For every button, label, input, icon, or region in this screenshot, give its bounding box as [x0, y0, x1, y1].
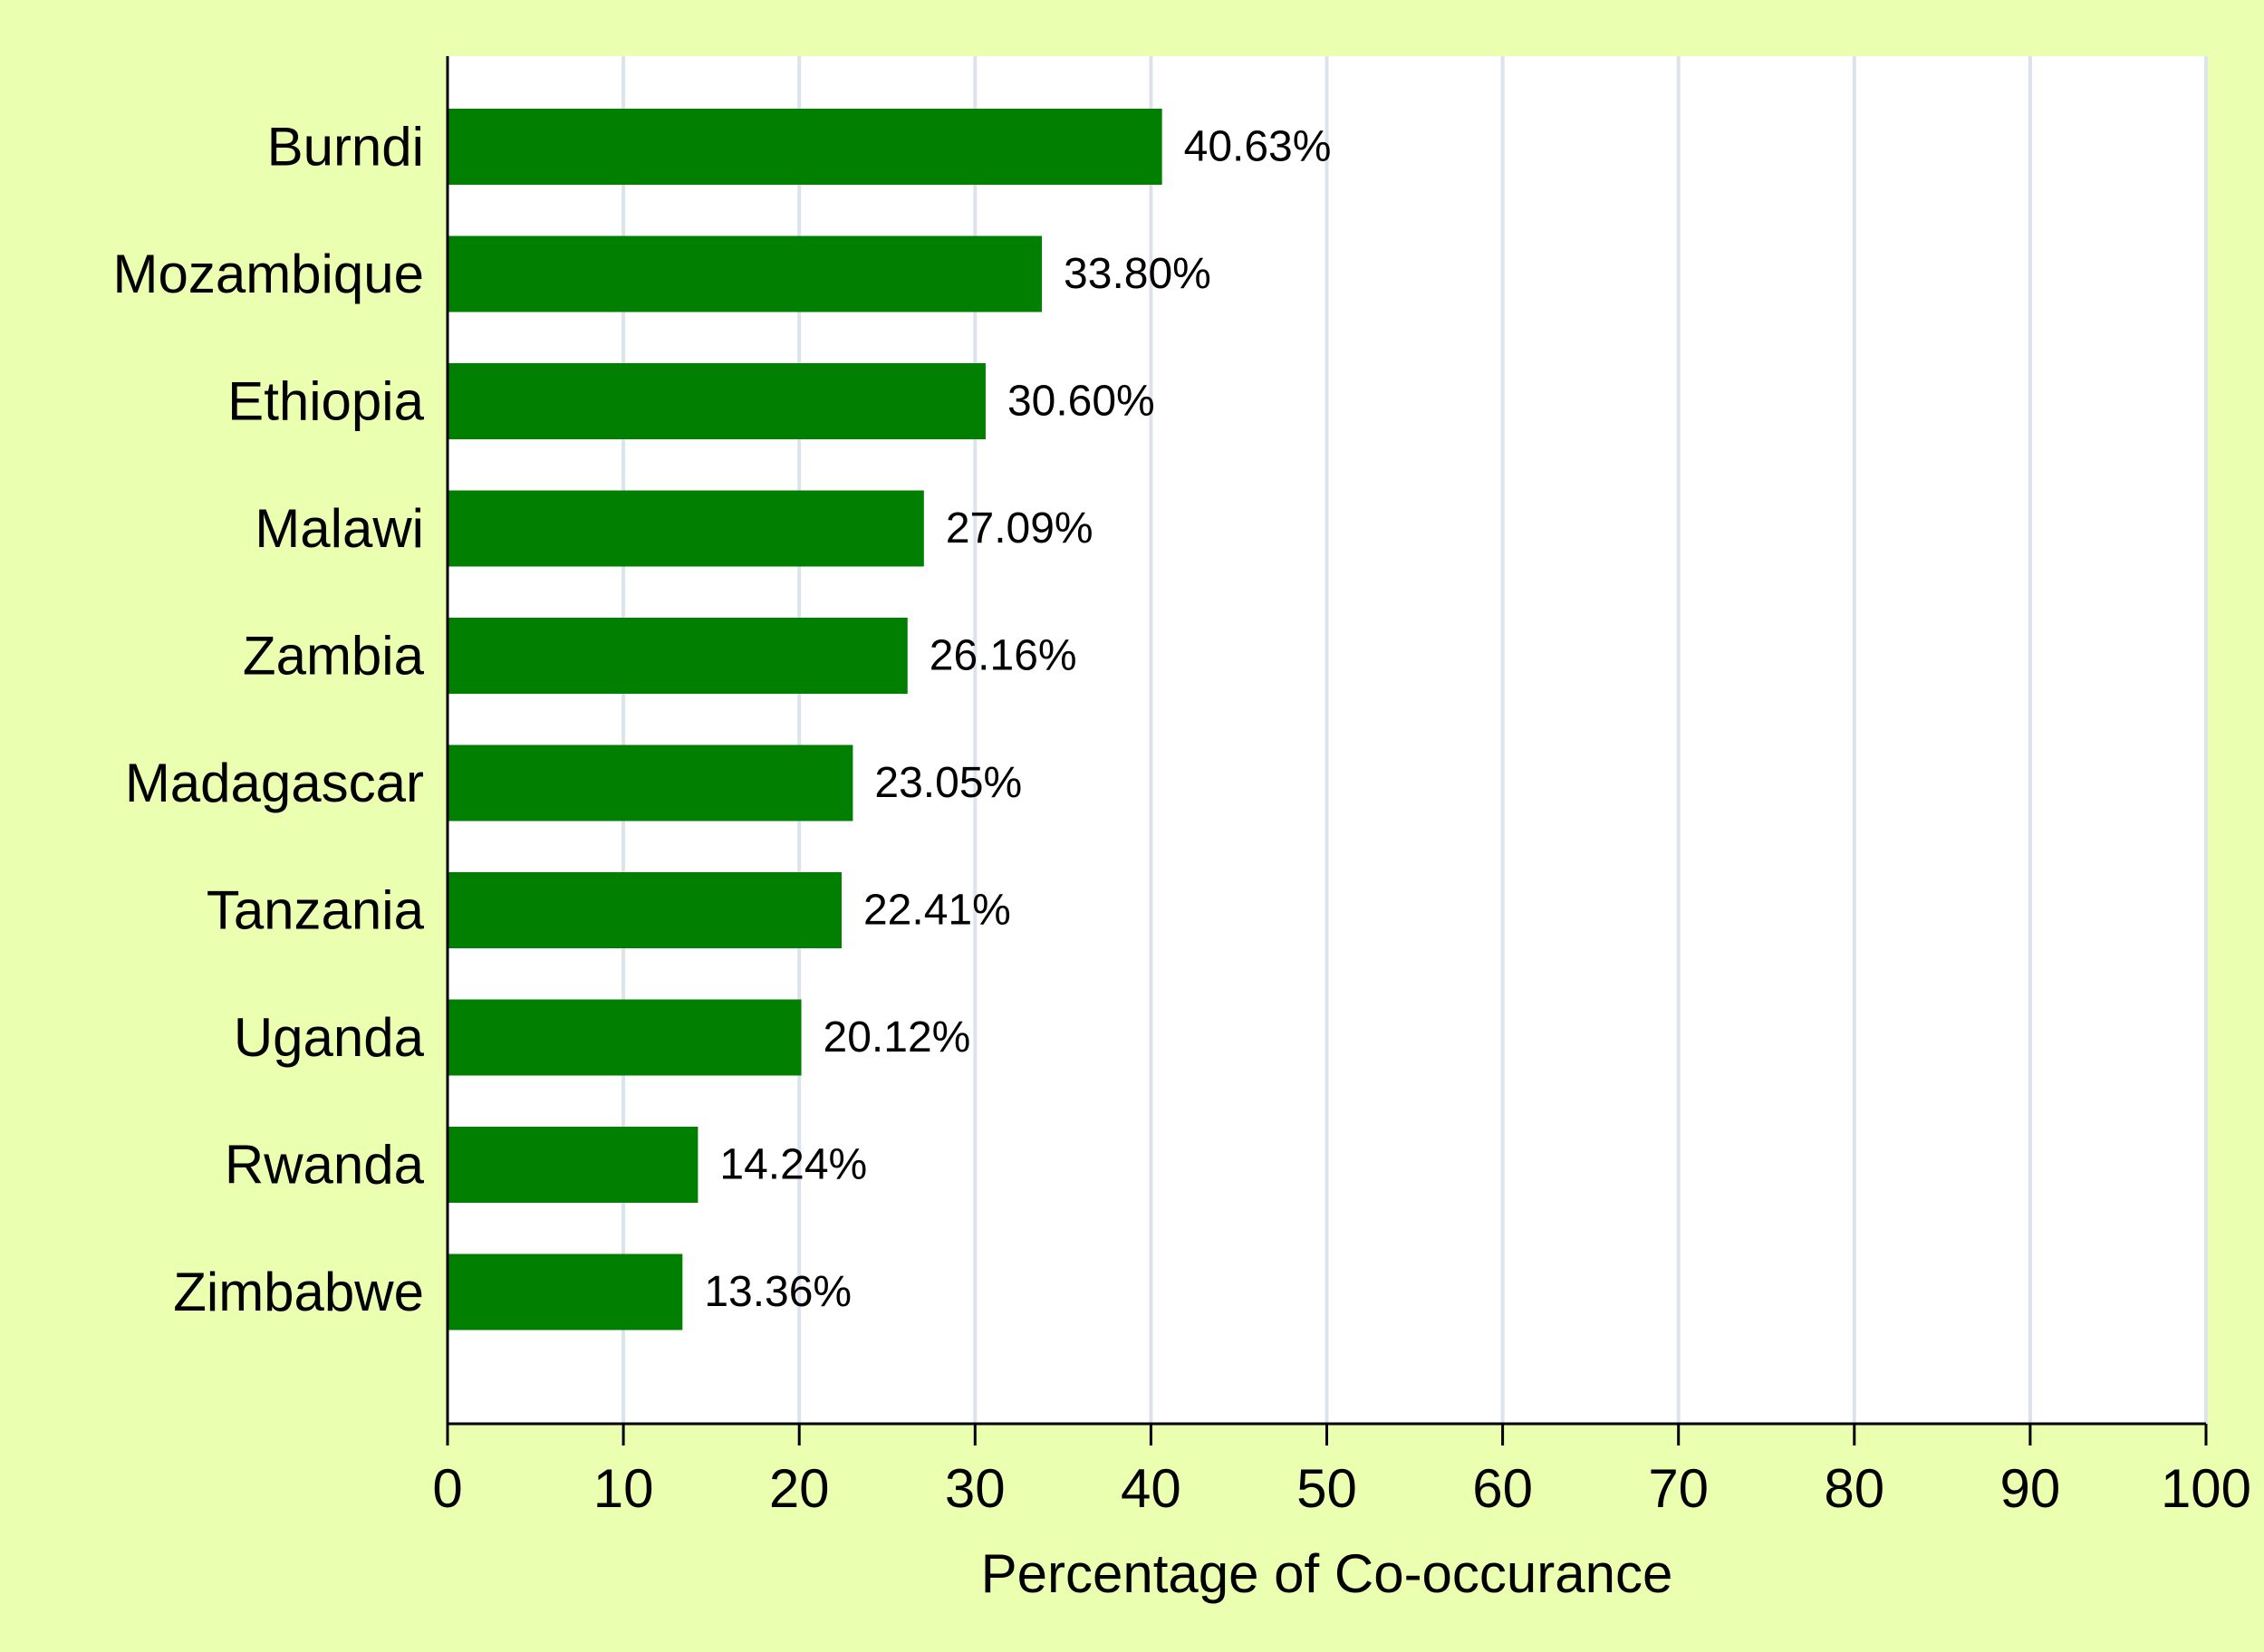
- x-tick-label: 100: [2161, 1458, 2251, 1519]
- data-label: 30.60%: [1007, 378, 1155, 426]
- bars: [448, 109, 1162, 1330]
- x-tick-labels: 0 10 20 30 40 50 60 70 80 90 100: [432, 1458, 2251, 1519]
- bar: [448, 109, 1162, 185]
- bar: [448, 1127, 698, 1203]
- category-label: Tanzania: [207, 880, 425, 941]
- bar: [448, 744, 853, 821]
- bar: [448, 872, 842, 948]
- data-label: 22.41%: [863, 887, 1011, 935]
- grid-lines: [621, 56, 2208, 1424]
- data-label: 27.09%: [946, 504, 1093, 552]
- x-tick-label: 70: [1648, 1458, 1709, 1519]
- bar: [448, 999, 802, 1076]
- data-label: 14.24%: [719, 1141, 867, 1189]
- data-label: 26.16%: [930, 632, 1077, 680]
- x-tick-label: 10: [593, 1458, 654, 1519]
- data-label: 23.05%: [874, 759, 1022, 807]
- bar: [448, 1253, 683, 1330]
- x-axis-title: Percentage of Co-occurance: [981, 1543, 1673, 1604]
- x-tick-label: 50: [1296, 1458, 1357, 1519]
- axes: [446, 56, 2208, 1446]
- data-labels: 40.63% 33.80% 30.60% 27.09% 26.16% 23.05% 22.4…: [704, 123, 1331, 1317]
- category-label: Mozambique: [112, 244, 424, 304]
- x-tick-label: 60: [1472, 1458, 1533, 1519]
- category-label: Zambia: [243, 626, 425, 687]
- bar: [448, 363, 986, 439]
- x-tick-label: 0: [432, 1458, 462, 1519]
- data-label: 20.12%: [824, 1013, 971, 1061]
- category-label: Madagascar: [125, 753, 424, 813]
- category-labels: Burndi Mozambique Ethiopia Malawi Zambia Mada…: [112, 117, 424, 1323]
- bar: [448, 618, 908, 694]
- data-label: 13.36%: [704, 1268, 852, 1316]
- category-label: Ethiopia: [227, 371, 424, 432]
- data-label: 40.63%: [1184, 123, 1332, 171]
- category-label: Burndi: [267, 117, 424, 178]
- x-tick-label: 40: [1121, 1458, 1181, 1519]
- bar: [448, 235, 1043, 312]
- category-label: Uganda: [234, 1007, 425, 1068]
- bar: [448, 490, 924, 567]
- x-tick-label: 20: [769, 1458, 830, 1519]
- x-tick-label: 30: [945, 1458, 1006, 1519]
- category-label: Rwanda: [225, 1135, 425, 1196]
- x-tick-label: 80: [1824, 1458, 1884, 1519]
- category-label: Malawi: [255, 498, 424, 559]
- data-label: 33.80%: [1064, 250, 1211, 298]
- category-label: Zimbabwe: [173, 1262, 424, 1322]
- x-tick-label: 90: [2000, 1458, 2061, 1519]
